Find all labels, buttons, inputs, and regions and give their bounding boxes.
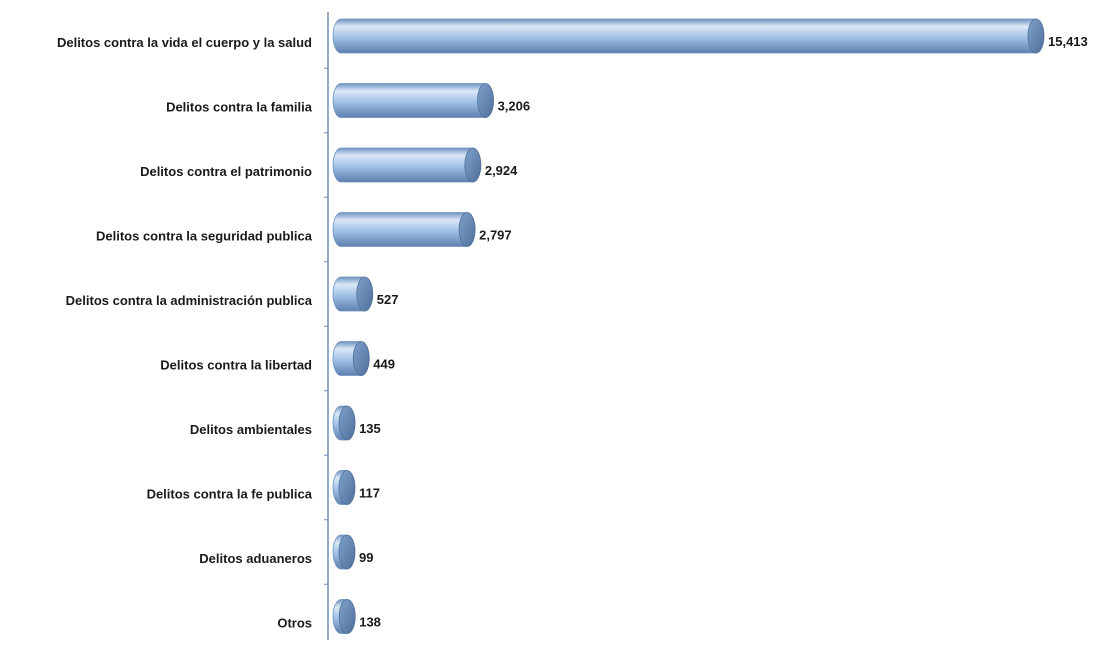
- category-label: Delitos contra la seguridad publica: [96, 229, 313, 244]
- bar-cap: [338, 534, 356, 570]
- bar-body: [332, 212, 468, 247]
- value-label: 449: [373, 357, 395, 372]
- bar-0: [332, 18, 1045, 54]
- value-label: 2,797: [479, 228, 512, 243]
- category-label: Delitos aduaneros: [199, 551, 312, 566]
- category-label: Otros: [277, 616, 312, 631]
- bar-9: [332, 599, 356, 634]
- bar-5: [332, 341, 370, 376]
- bar-cap: [352, 341, 370, 376]
- bar-cap: [338, 599, 356, 634]
- bar-6: [332, 405, 356, 441]
- bar-3: [332, 212, 476, 247]
- category-label: Delitos contra el patrimonio: [140, 164, 312, 179]
- bar-7: [332, 470, 356, 505]
- value-label: 135: [359, 421, 381, 436]
- value-label: 2,924: [485, 163, 518, 178]
- bars-layer: [332, 18, 1045, 634]
- category-label: Delitos contra la administración publica: [66, 293, 313, 308]
- bar-cap: [458, 212, 476, 247]
- value-label: 3,206: [498, 99, 531, 114]
- value-label: 15,413: [1048, 34, 1088, 49]
- bar-cap: [477, 83, 494, 118]
- value-label: 138: [359, 615, 381, 630]
- bar-body: [332, 18, 1037, 54]
- bar-body: [332, 276, 366, 312]
- bar-cap: [356, 276, 374, 312]
- bar-8: [332, 534, 356, 570]
- bar-cap: [338, 470, 356, 505]
- value-label: 527: [377, 292, 399, 307]
- bar-1: [332, 83, 494, 118]
- bar-2: [332, 147, 482, 183]
- category-label: Delitos contra la fe publica: [147, 487, 313, 502]
- bar-body: [332, 147, 474, 183]
- category-label: Delitos ambientales: [190, 422, 312, 437]
- bar-4: [332, 276, 374, 312]
- category-label: Delitos contra la familia: [166, 100, 313, 115]
- category-label: Delitos contra la libertad: [160, 358, 312, 373]
- category-label: Delitos contra la vida el cuerpo y la sa…: [57, 35, 312, 50]
- labels-layer: Delitos contra la vida el cuerpo y la sa…: [57, 34, 1088, 631]
- bar-body: [332, 83, 486, 118]
- value-label: 99: [359, 550, 373, 565]
- bar-cap: [1027, 18, 1045, 54]
- axis-layer: [324, 12, 329, 640]
- bar-cap: [464, 147, 482, 183]
- bar-cap: [338, 405, 356, 441]
- value-label: 117: [359, 486, 380, 501]
